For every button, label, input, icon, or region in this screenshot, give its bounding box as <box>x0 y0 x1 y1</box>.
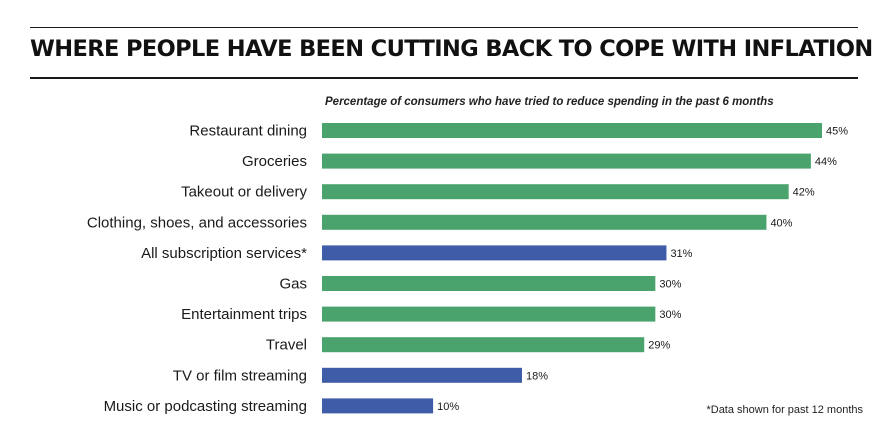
category-label: Restaurant dining <box>189 123 307 140</box>
value-label: 10% <box>437 401 459 413</box>
bar <box>322 214 767 230</box>
bar <box>322 245 667 261</box>
category-label: TV or film streaming <box>173 367 307 384</box>
value-label: 30% <box>659 279 681 291</box>
category-label: Gas <box>279 276 307 293</box>
bar <box>322 184 789 200</box>
value-label: 45% <box>826 126 848 138</box>
category-label: Clothing, shoes, and accessories <box>87 214 307 231</box>
bar <box>322 276 656 291</box>
top-rule <box>30 27 858 28</box>
chart-subtitle: Percentage of consumers who have tried t… <box>325 96 774 108</box>
bar <box>322 153 811 169</box>
category-label: Groceries <box>242 153 307 170</box>
value-label: 29% <box>648 340 670 352</box>
value-label: 31% <box>670 248 692 260</box>
bar <box>322 306 656 322</box>
category-label: Travel <box>266 337 307 354</box>
bar <box>322 398 434 414</box>
bar <box>322 367 522 383</box>
value-label: 40% <box>770 217 792 229</box>
value-label: 18% <box>526 370 548 382</box>
chart-title: WHERE PEOPLE HAVE BEEN CUTTING BACK TO C… <box>30 36 873 62</box>
value-label: 30% <box>659 309 681 321</box>
category-label: Entertainment trips <box>181 306 307 323</box>
bar <box>322 123 822 138</box>
value-label: 44% <box>815 156 837 168</box>
title-underline <box>30 77 858 79</box>
category-label: Takeout or delivery <box>181 184 307 201</box>
value-label: 42% <box>793 187 815 199</box>
footnote: *Data shown for past 12 months <box>706 404 863 416</box>
category-label: Music or podcasting streaming <box>104 398 307 415</box>
category-label: All subscription services* <box>141 245 307 262</box>
bar <box>322 337 645 353</box>
